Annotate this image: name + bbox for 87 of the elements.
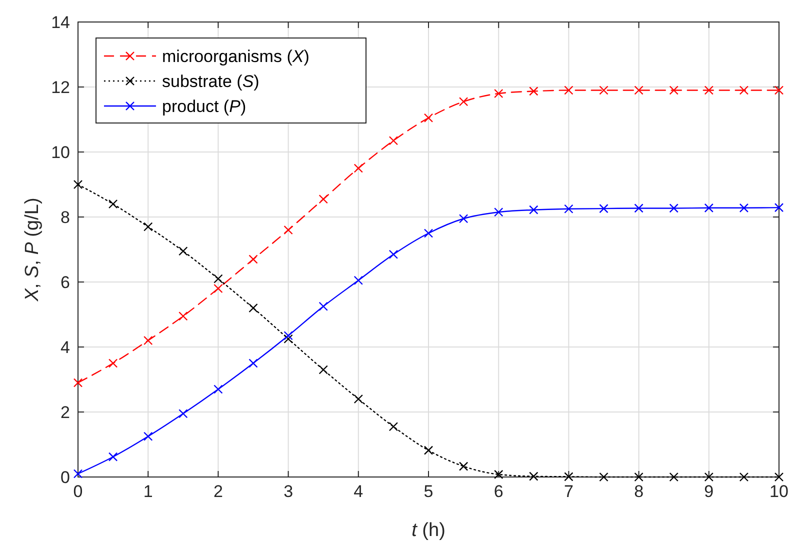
x-tick-label: 10 (770, 482, 788, 501)
point (634, 204, 644, 213)
point (774, 86, 784, 95)
y-tick-label: 2 (60, 403, 70, 422)
point (634, 472, 644, 482)
x-tick-label: 9 (704, 482, 714, 501)
point (599, 204, 608, 214)
x-tick-label: 6 (494, 482, 504, 501)
legend-label: product (P) (162, 97, 246, 116)
point (774, 472, 784, 482)
point (248, 254, 258, 264)
point (529, 86, 538, 96)
x-tick-label: 4 (354, 482, 364, 501)
y-tick-label: 14 (51, 13, 70, 32)
point (178, 312, 188, 321)
point (108, 452, 118, 462)
point (494, 208, 504, 217)
point (634, 86, 644, 95)
point (424, 228, 434, 238)
x-tick-label: 1 (143, 482, 153, 501)
y-tick-label: 12 (51, 78, 70, 97)
point (424, 113, 434, 122)
x-tick-label: 8 (634, 482, 644, 501)
point (178, 409, 188, 418)
point (564, 472, 574, 482)
point (318, 302, 328, 311)
x-tick-label: 2 (213, 482, 223, 501)
point (704, 86, 714, 95)
point (73, 180, 83, 190)
point (704, 203, 714, 212)
y-tick-label: 0 (60, 468, 70, 487)
point (388, 422, 398, 432)
point (388, 250, 398, 259)
point (108, 199, 118, 209)
point (529, 205, 538, 214)
point (248, 303, 258, 313)
point (354, 276, 363, 285)
point (318, 194, 328, 204)
y-tick-label: 6 (60, 273, 70, 292)
point (214, 284, 223, 294)
point (284, 334, 293, 344)
point (424, 446, 434, 455)
point (214, 384, 223, 394)
point (669, 86, 678, 95)
point (739, 203, 749, 212)
point (144, 336, 153, 346)
point (669, 472, 678, 482)
point (564, 86, 574, 95)
point (458, 214, 468, 224)
point (739, 86, 749, 95)
point (73, 378, 83, 388)
point (284, 225, 293, 235)
point (494, 88, 504, 98)
point (458, 97, 468, 106)
point (354, 394, 363, 404)
point (144, 432, 153, 441)
point (529, 472, 538, 481)
y-tick-label: 8 (60, 208, 70, 227)
x-tick-label: 7 (564, 482, 574, 501)
point (214, 274, 223, 284)
legend-label: microorganisms (X) (162, 47, 310, 66)
point (284, 331, 293, 340)
point (599, 86, 608, 95)
x-tick-label: 5 (424, 482, 434, 501)
point (178, 246, 188, 256)
point (458, 462, 468, 471)
y-tick-label: 10 (51, 143, 70, 162)
point (494, 470, 504, 479)
point (144, 222, 153, 232)
point (739, 472, 749, 482)
legend-label: substrate (S) (162, 72, 260, 91)
x-axis-title: t (h) (412, 520, 446, 541)
point (318, 365, 328, 374)
point (108, 358, 118, 368)
point (388, 136, 398, 146)
point (704, 472, 714, 482)
text: X, S, P (g/L) (22, 198, 43, 302)
point (73, 469, 83, 478)
point (774, 202, 784, 212)
point (669, 204, 678, 213)
point (599, 472, 608, 482)
point (248, 358, 258, 368)
point (564, 204, 574, 214)
point (354, 164, 363, 173)
x-tick-label: 0 (73, 482, 83, 501)
x-tick-label: 3 (284, 482, 294, 501)
y-tick-label: 4 (60, 338, 70, 357)
